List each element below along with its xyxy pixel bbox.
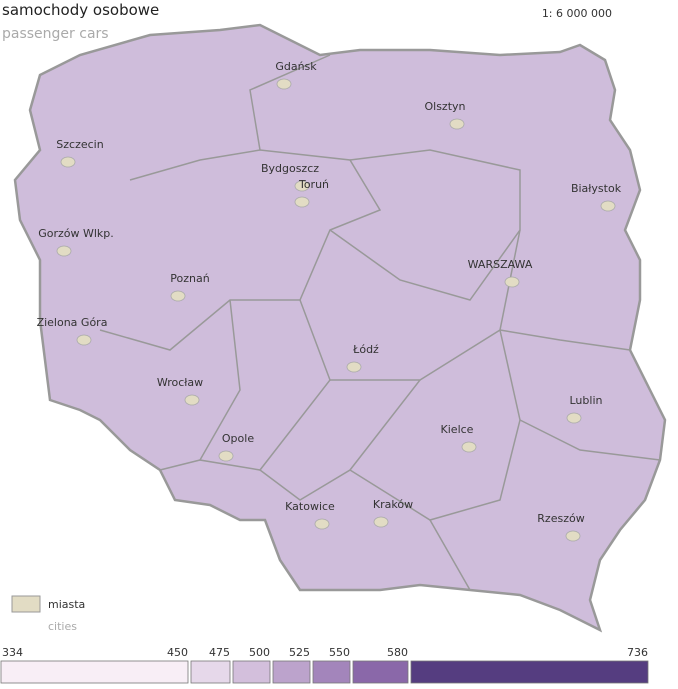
city-area	[294, 180, 310, 192]
city-area	[314, 518, 330, 530]
city-label: Kielce	[441, 423, 474, 436]
subtitle: passenger cars	[2, 26, 109, 42]
legend-break-label: 500	[249, 646, 270, 659]
city-area	[56, 245, 72, 257]
legend-break-label: 334	[2, 646, 23, 659]
legend-break-label: 450	[167, 646, 188, 659]
legend-bin	[272, 660, 311, 684]
city-area	[600, 200, 616, 212]
city-label: Wrocław	[157, 376, 203, 389]
city-area	[461, 441, 477, 453]
city-area	[566, 412, 582, 424]
city-label: Olsztyn	[424, 100, 465, 113]
scale: 1: 6 000 000	[542, 7, 612, 20]
city-label: Poznań	[170, 272, 209, 285]
city-label: Gdańsk	[275, 60, 317, 73]
city-label: Toruń	[298, 178, 329, 191]
title: samochody osobowe	[2, 1, 159, 19]
city-area	[218, 450, 234, 462]
legend-break-label: 525	[289, 646, 310, 659]
city-label: Łódź	[352, 343, 379, 356]
legend-break-label: 475	[209, 646, 230, 659]
legend-break-label: 580	[387, 646, 408, 659]
city-label: Katowice	[285, 500, 335, 513]
city-label: WARSZAWA	[468, 258, 533, 271]
city-area	[276, 78, 292, 90]
city-area	[170, 290, 186, 302]
city-area	[346, 361, 362, 373]
city-area	[294, 196, 310, 208]
city-label: Lublin	[570, 394, 603, 407]
city-area	[60, 156, 76, 168]
city-area	[565, 530, 581, 542]
city-label: Bydgoszcz	[261, 162, 319, 175]
city-label: Gorzów Wlkp.	[38, 227, 114, 240]
city-label: Opole	[222, 432, 254, 445]
cities-swatch	[11, 595, 41, 613]
city-label: Kraków	[373, 498, 413, 511]
cities-sublabel: cities	[48, 620, 77, 633]
cities-label: miasta	[48, 598, 85, 611]
country-outline	[13, 23, 667, 633]
legend-bin	[312, 660, 351, 684]
city-area	[449, 118, 465, 130]
legend-bin	[352, 660, 409, 684]
legend-bin	[410, 660, 649, 684]
city-label: Szczecin	[56, 138, 103, 151]
legend-bin	[190, 660, 231, 684]
city-area	[373, 516, 389, 528]
legend-break-label: 550	[329, 646, 350, 659]
city-label: Rzeszów	[537, 512, 584, 525]
city-area	[504, 276, 520, 288]
city-area	[184, 394, 200, 406]
city-label: Białystok	[571, 182, 622, 195]
legend-break-label: 736	[627, 646, 648, 659]
legend-bin	[232, 660, 271, 684]
city-label: Zielona Góra	[37, 316, 108, 329]
legend-bin	[0, 660, 189, 684]
city-area	[76, 334, 92, 346]
regions	[99, 54, 661, 591]
